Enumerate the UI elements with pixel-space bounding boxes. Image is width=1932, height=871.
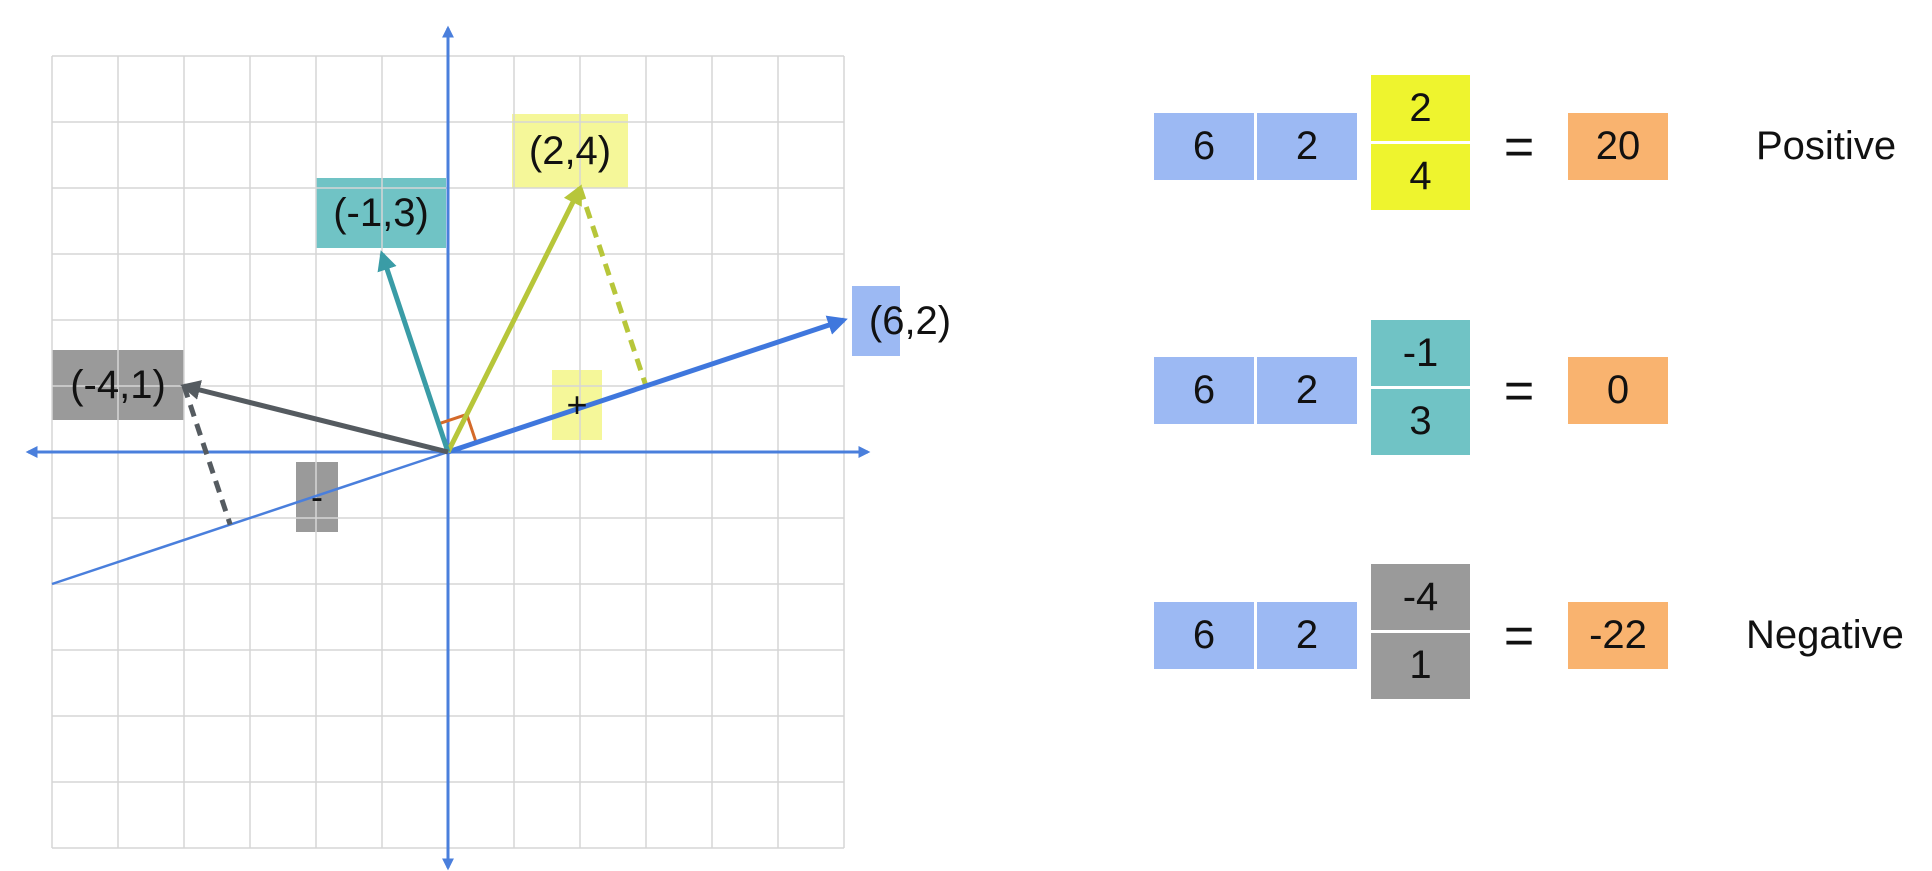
sign-word-positive: Positive [1756, 124, 1897, 168]
negative-sign-badge: - [311, 476, 323, 517]
vector-a-x-cell: 6 [1154, 113, 1254, 180]
positive-sign-badge: + [566, 384, 588, 425]
equals-sign: = [1503, 117, 1535, 176]
vector-b-bottom-cell: 3 [1371, 388, 1470, 455]
cell-divider [1371, 630, 1470, 633]
vec-neg1-3-arrow [377, 250, 451, 453]
dot-product-result: -22 [1568, 602, 1668, 669]
minus-badge-box [296, 462, 338, 532]
vec-neg4-1-arrow [180, 380, 449, 455]
vector-b-bottom-cell: 4 [1371, 143, 1470, 210]
vector-label-neg4-1: (-4,1) [70, 362, 166, 407]
vec-6-2-arrow [447, 315, 848, 455]
vec-2-4-arrow [445, 184, 583, 454]
vector-a-y-cell: 2 [1257, 602, 1357, 669]
vector-b-top-cell: 2 [1371, 75, 1470, 142]
dot-product-result: 20 [1568, 113, 1668, 180]
label-box-neg1-3 [316, 178, 446, 248]
vector-b-bottom-cell: 1 [1371, 632, 1470, 699]
label-box-2-4 [512, 114, 628, 188]
vector-b-top-cell: -4 [1371, 564, 1470, 631]
vector-a-y-cell: 2 [1257, 113, 1357, 180]
vector-a-x-cell: 6 [1154, 357, 1254, 424]
cell-divider [1371, 141, 1470, 144]
sign-word-negative: Negative [1746, 613, 1904, 657]
vector-a-y-cell: 2 [1257, 357, 1357, 424]
projection-drop-neg4-1 [181, 385, 233, 526]
vector-label-neg1-3: (-1,3) [333, 190, 429, 235]
vector-a-x-cell: 6 [1154, 602, 1254, 669]
cell-divider [1371, 386, 1470, 389]
dot-product-result: 0 [1568, 357, 1668, 424]
vector-label-6-2: (6,2) [868, 298, 952, 343]
vector-label-2-4: (2,4) [528, 128, 612, 173]
equals-sign: = [1503, 361, 1535, 420]
equals-sign: = [1503, 606, 1535, 665]
vector-plane-diagram [25, 25, 900, 871]
vector-b-top-cell: -1 [1371, 320, 1470, 387]
projection-drop-2-4 [577, 187, 649, 387]
label-box-6-2 [852, 286, 900, 356]
projection-line [51, 450, 449, 586]
